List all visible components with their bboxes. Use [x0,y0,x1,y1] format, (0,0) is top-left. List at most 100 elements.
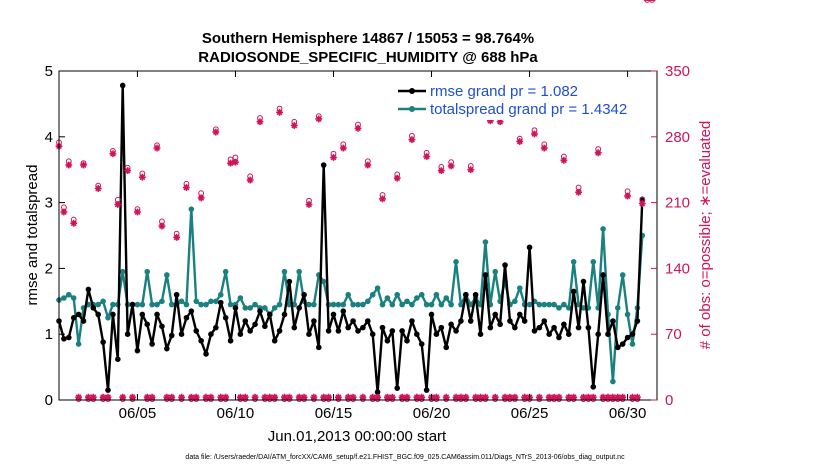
chart-title: Southern Hemisphere 14867 / 15053 = 98.7… [202,30,534,47]
obs-evaluated-point [192,393,200,401]
rmse-point [237,331,244,338]
rmse-point [149,341,155,347]
rmse-point [477,331,484,338]
rmse-point [384,337,391,344]
rmse-point [526,244,533,251]
obs-evaluated-point [540,144,548,152]
totalspread-point [320,278,327,285]
totalspread-point [281,268,288,275]
obs-evaluated-point [65,161,73,169]
obs-evaluated-point [580,393,587,401]
obs-evaluated-point [629,393,636,401]
totalspread-point [66,291,72,298]
obs-evaluated-point [457,393,465,401]
obs-evaluated-point [305,201,313,208]
totalspread-point [105,314,111,321]
obs-evaluated-point [60,208,68,216]
obs-evaluated-point [619,393,627,401]
obs-evaluated-point [212,128,220,136]
totalspread-point [580,305,587,311]
x-tick-label: 06/20 [413,405,451,422]
rmse-point [379,324,386,331]
rmse-point [227,337,234,344]
rmse-point [286,278,293,285]
rmse-point [188,308,195,314]
totalspread-point [247,305,253,311]
rmse-point [507,318,513,324]
rmse-point [85,286,92,293]
obs-evaluated-point [560,156,568,164]
rmse-point [306,331,312,338]
totalspread-point [624,311,631,318]
legend-spread-marker [409,106,415,112]
rmse-point [516,311,523,318]
totalspread-point [75,341,82,347]
rmse-point [546,331,552,338]
obs-evaluated-point [570,393,578,401]
rmse-point [355,328,361,334]
rmse-point [330,311,337,318]
rmse-point [139,311,146,318]
y2-tick-label: 70 [665,326,682,343]
rmse-point [409,318,415,324]
rmse-point [580,278,587,285]
obs-evaluated-point [75,393,83,401]
obs-evaluated-point [408,136,416,144]
x-tick-label: 06/10 [217,405,255,422]
totalspread-point [360,301,366,308]
rmse-point [536,324,543,331]
totalspread-point [428,301,435,308]
obs-evaluated-point [334,393,342,401]
obs-evaluated-point [124,167,132,175]
totalspread-point [100,298,106,305]
totalspread-point [61,295,67,301]
obs-evaluated-point [403,393,411,401]
totalspread-point [144,268,151,275]
obs-evaluated-point [379,195,386,203]
series-layer [56,82,646,395]
obs-evaluated-point [516,138,524,145]
obs-evaluated-point [246,176,254,184]
totalspread-point [389,301,396,308]
obs-evaluated-point [285,393,293,401]
obs-evaluated-point [251,393,259,401]
y-tick-label: 1 [45,326,53,343]
rmse-point [266,311,273,318]
rmse-point [105,387,111,393]
totalspread-point [541,301,548,308]
obs-evaluated-point [633,393,641,401]
obs-evaluated-point [472,393,480,401]
obs-evaluated-point [178,393,185,401]
rmse-point [497,321,503,328]
obs-possible-point [649,0,655,3]
totalspread-point [149,301,155,308]
totalspread-point [384,295,391,301]
x-tick-label: 06/25 [511,405,549,422]
obs-evaluated-point [624,192,631,200]
rmse-point [585,324,592,331]
rmse-point [281,311,288,318]
rmse-point [374,389,381,395]
rmse-point [61,336,67,342]
obs-evaluated-point [153,144,161,152]
rmse-point [600,272,606,278]
y-tick-label: 3 [45,195,53,212]
totalspread-point [159,298,165,305]
y-axis-right: 0 70 140 210 280 350 [651,63,690,409]
totalspread-point [512,298,518,305]
obs-evaluated-point [575,188,582,196]
x-axis-label: Jun.01,2013 00:00:00 start [268,428,447,445]
totalspread-point [629,341,636,347]
rmse-point [115,356,121,363]
obs-evaluated-point [374,393,382,401]
obs-evaluated-point [114,201,122,208]
rmse-point [173,291,180,298]
obs-evaluated-point [388,393,396,401]
obs-evaluated-point [148,393,156,401]
legend-rmse-label: rmse grand pr = 1.082 [430,83,578,100]
rmse-point [492,311,499,318]
y2-axis-label: # of obs: o=possible; ∗=evaluated [697,121,714,350]
rmse-point [193,328,200,334]
rmse-point [512,324,518,331]
obs-evaluated-point [423,153,431,160]
